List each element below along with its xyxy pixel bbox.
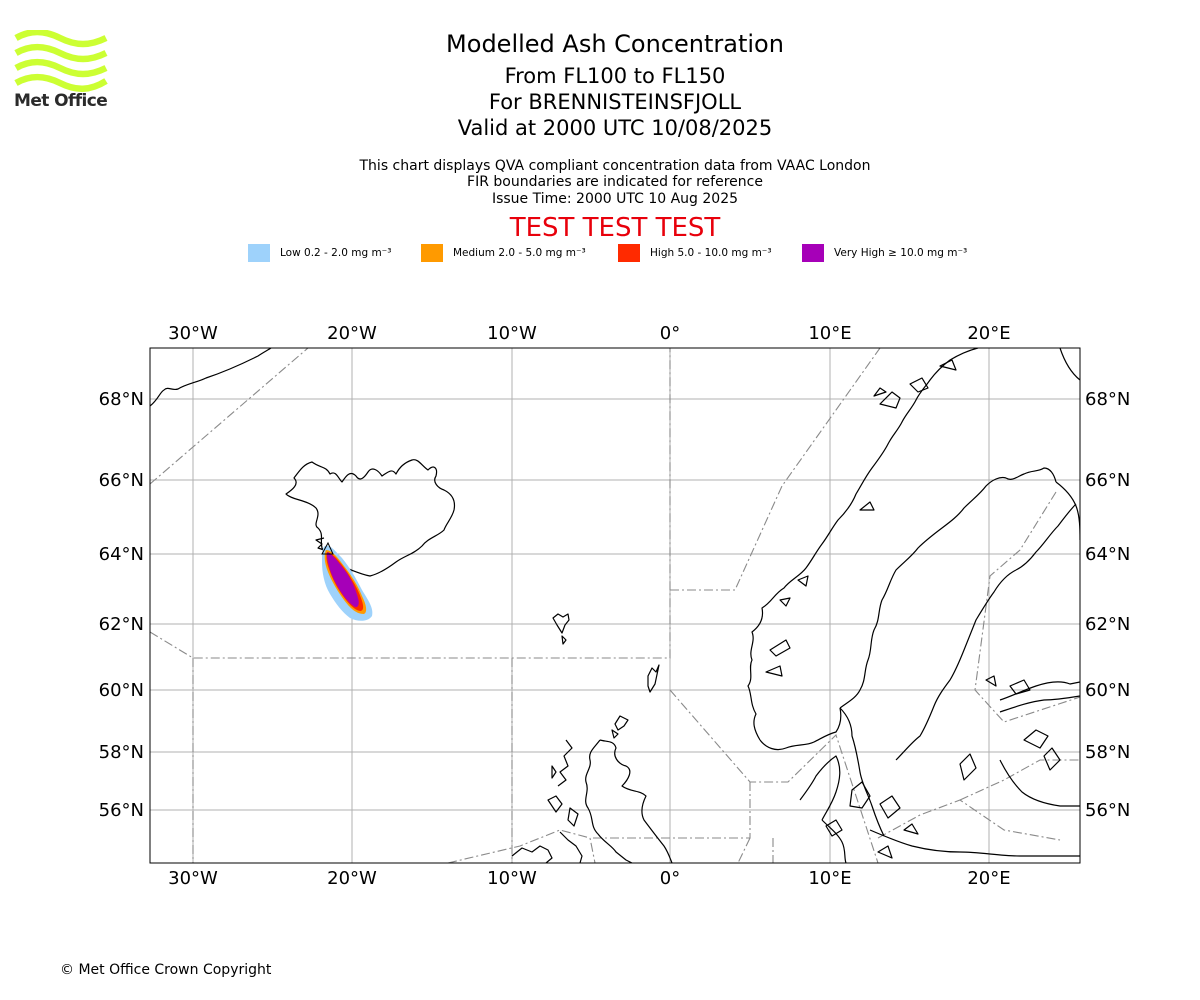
map-frame <box>149 347 1081 864</box>
legend-item-low: Low 0.2 - 2.0 mg m⁻³ <box>248 244 391 262</box>
lon-label-top-10w: 10°W <box>487 323 537 344</box>
map-gridlines <box>150 348 1080 863</box>
lat-label-left-66n: 66°N <box>99 470 144 491</box>
lon-label-top-0: 0° <box>660 323 680 344</box>
lat-label-left-68n: 68°N <box>99 389 144 410</box>
ash-plume <box>321 541 373 621</box>
lat-label-right-60n: 60°N <box>1085 680 1130 701</box>
valid-time: Valid at 2000 UTC 10/08/2025 <box>457 116 773 140</box>
legend-label-medium: Medium 2.0 - 5.0 mg m⁻³ <box>453 247 586 259</box>
logo-wordmark: Met Office <box>14 91 108 111</box>
lat-label-right-66n: 66°N <box>1085 470 1130 491</box>
copyright-notice: © Met Office Crown Copyright <box>60 962 272 978</box>
concentration-legend: Low 0.2 - 2.0 mg m⁻³ Medium 2.0 - 5.0 mg… <box>248 244 1008 264</box>
source-note: This chart displays QVA compliant concen… <box>359 158 871 174</box>
lat-label-left-60n: 60°N <box>99 680 144 701</box>
flight-level-range: From FL100 to FL150 <box>504 64 726 88</box>
legend-swatch-high <box>618 244 640 262</box>
legend-swatch-very-high <box>802 244 824 262</box>
lon-label-bottom-10e: 10°E <box>808 868 851 889</box>
lon-label-top-10e: 10°E <box>808 323 851 344</box>
lon-label-top-20e: 20°E <box>967 323 1010 344</box>
fir-note: FIR boundaries are indicated for referen… <box>467 174 763 190</box>
met-office-logo <box>14 30 108 92</box>
lat-label-right-64n: 64°N <box>1085 544 1130 565</box>
legend-label-low: Low 0.2 - 2.0 mg m⁻³ <box>280 247 392 259</box>
lat-label-left-64n: 64°N <box>99 544 144 565</box>
lon-label-bottom-10w: 10°W <box>487 868 537 889</box>
coastlines <box>150 348 1080 863</box>
lat-label-left-58n: 58°N <box>99 742 144 763</box>
lon-label-bottom-20e: 20°E <box>967 868 1010 889</box>
lat-label-left-56n: 56°N <box>99 800 144 821</box>
lon-label-bottom-20w: 20°W <box>327 868 377 889</box>
lat-label-right-58n: 58°N <box>1085 742 1130 763</box>
legend-item-very-high: Very High ≥ 10.0 mg m⁻³ <box>802 244 967 262</box>
lon-label-bottom-30w: 30°W <box>168 868 218 889</box>
issue-time: Issue Time: 2000 UTC 10 Aug 2025 <box>491 191 739 207</box>
lon-label-bottom-0: 0° <box>660 868 680 889</box>
volcano-name: For BRENNISTEINSFJOLL <box>488 90 742 114</box>
lat-label-left-62n: 62°N <box>99 614 144 635</box>
fir-boundaries <box>150 348 1080 863</box>
legend-swatch-medium <box>421 244 443 262</box>
lon-label-top-20w: 20°W <box>327 323 377 344</box>
source-triangle <box>321 541 334 555</box>
lat-label-right-62n: 62°N <box>1085 614 1130 635</box>
legend-item-high: High 5.0 - 10.0 mg m⁻³ <box>618 244 772 262</box>
legend-item-medium: Medium 2.0 - 5.0 mg m⁻³ <box>421 244 586 262</box>
lat-label-right-56n: 56°N <box>1085 800 1130 821</box>
legend-label-very-high: Very High ≥ 10.0 mg m⁻³ <box>834 247 968 259</box>
legend-swatch-low <box>248 244 270 262</box>
test-banner: TEST TEST TEST <box>509 213 721 243</box>
ash-zone-very-high <box>326 552 359 608</box>
lon-label-top-30w: 30°W <box>168 323 218 344</box>
chart-title: Modelled Ash Concentration <box>446 30 784 58</box>
legend-label-high: High 5.0 - 10.0 mg m⁻³ <box>650 247 772 259</box>
lat-label-right-68n: 68°N <box>1085 389 1130 410</box>
